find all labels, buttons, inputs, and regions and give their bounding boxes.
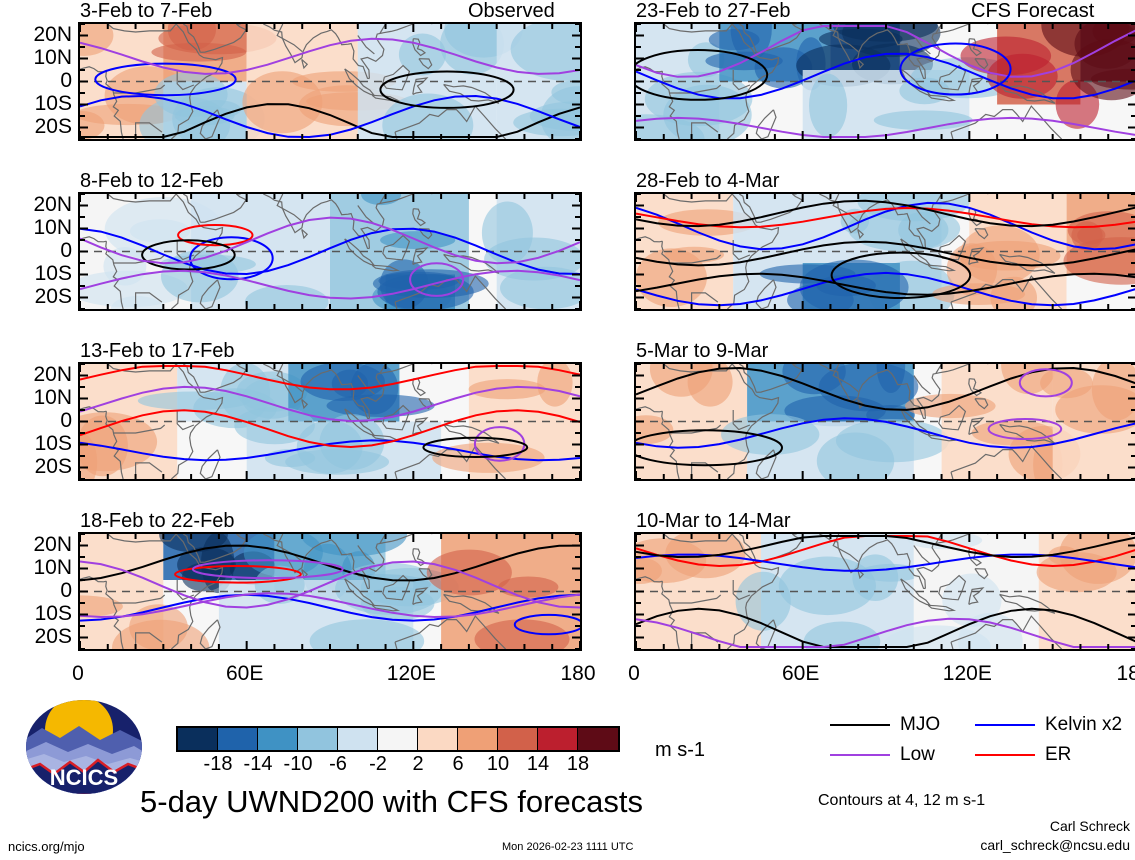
legend-item-low: Low (830, 745, 935, 764)
x-tick-label: 60E (781, 662, 820, 685)
y-tick-label: 0 (60, 408, 72, 432)
legend-line-swatch (975, 753, 1035, 756)
x-tick-label: 120E (386, 662, 436, 685)
colorbar-swatch (378, 728, 418, 750)
y-tick-label: 20S (34, 624, 72, 648)
main-title: 5-day UWND200 with CFS forecasts (140, 784, 644, 819)
colorbar-swatch (258, 728, 298, 750)
map-plot-area[interactable] (78, 362, 582, 481)
colorbar-tick-label: -6 (329, 753, 347, 775)
y-tick-label: 10S (34, 601, 72, 625)
site-link[interactable]: ncics.org/mjo (8, 839, 85, 854)
colorbar-tick-label: 14 (526, 753, 550, 775)
y-tick-label: 10N (33, 45, 72, 69)
timestamp: Mon 2026-02-23 1111 UTC (502, 841, 634, 853)
y-tick-label: 10N (33, 385, 72, 409)
y-tick-label: 10S (34, 431, 72, 455)
panel-title: 28-Feb to 4-Mar (636, 170, 780, 192)
colorbar-swatch (418, 728, 458, 750)
y-tick-label: 10S (34, 261, 72, 285)
y-tick-label: 20N (33, 532, 72, 556)
colorbar-tick-label: -14 (243, 753, 273, 775)
x-tick-label: 180 (1116, 662, 1135, 685)
legend-item-kelvin-x2: Kelvin x2 (975, 715, 1122, 734)
column-label-forecast: CFS Forecast (971, 0, 1095, 22)
y-tick-label: 0 (60, 578, 72, 602)
y-tick-label: 0 (60, 68, 72, 92)
x-tick-label: 60E (225, 662, 264, 685)
legend-item-mjo: MJO (830, 715, 940, 734)
x-tick-label: 120E (942, 662, 992, 685)
contour-note: Contours at 4, 12 m s-1 (818, 792, 986, 809)
map-plot-area[interactable] (78, 22, 582, 141)
map-plot-area[interactable] (78, 532, 582, 651)
legend-line-swatch (975, 723, 1035, 726)
x-tick-label: 0 (628, 662, 640, 685)
logo-text: NCICS (50, 765, 118, 790)
map-plot-area[interactable] (634, 362, 1135, 481)
legend-label: MJO (900, 714, 941, 735)
legend-line-swatch (830, 753, 890, 756)
colorbar-swatch (178, 728, 218, 750)
y-tick-label: 10S (34, 91, 72, 115)
map-plot-area[interactable] (634, 532, 1135, 651)
colorbar-swatch (578, 728, 618, 750)
y-tick-label: 20S (34, 284, 72, 308)
colorbar (176, 726, 620, 752)
colorbar-swatch (338, 728, 378, 750)
colorbar-tick-label: -18 (203, 753, 233, 775)
colorbar-swatch (498, 728, 538, 750)
y-tick-label: 0 (60, 238, 72, 262)
panel-title: 3-Feb to 7-Feb (80, 0, 213, 22)
y-tick-label: 20S (34, 114, 72, 138)
panel-title: 23-Feb to 27-Feb (636, 0, 791, 22)
colorbar-unit-label: m s-1 (655, 739, 705, 761)
colorbar-tick-label: 10 (486, 753, 510, 775)
y-tick-label: 20N (33, 192, 72, 216)
x-tick-label: 0 (72, 662, 84, 685)
colorbar-swatch (538, 728, 578, 750)
y-tick-label: 10N (33, 555, 72, 579)
x-tick-label: 180 (560, 662, 596, 685)
map-plot-area[interactable] (634, 192, 1135, 311)
colorbar-tick-label: 18 (566, 753, 590, 775)
colorbar-swatch (218, 728, 258, 750)
column-label-observed: Observed (468, 0, 555, 22)
map-plot-area[interactable] (634, 22, 1135, 141)
y-tick-label: 20N (33, 362, 72, 386)
ncics-logo: NCICS (24, 700, 144, 795)
panel-title: 10-Mar to 14-Mar (636, 510, 791, 532)
panel-title: 13-Feb to 17-Feb (80, 340, 235, 362)
author-name: Carl Schreck (1049, 818, 1130, 834)
legend-line-swatch (830, 723, 890, 726)
panel-title: 8-Feb to 12-Feb (80, 170, 224, 192)
colorbar-tick-label: 6 (452, 753, 464, 775)
legend-label: ER (1045, 744, 1072, 765)
y-tick-label: 20S (34, 454, 72, 478)
y-tick-label: 20N (33, 22, 72, 46)
colorbar-tick-label: -10 (283, 753, 313, 775)
panel-title: 18-Feb to 22-Feb (80, 510, 235, 532)
legend-label: Kelvin x2 (1045, 714, 1123, 735)
colorbar-tick-label: 2 (412, 753, 424, 775)
y-tick-label: 10N (33, 215, 72, 239)
map-plot-area[interactable] (78, 192, 582, 311)
colorbar-tick-label: -2 (369, 753, 387, 775)
colorbar-swatch (458, 728, 498, 750)
author-email: carl_schreck@ncsu.edu (980, 837, 1130, 853)
panel-title: 5-Mar to 9-Mar (636, 340, 769, 362)
colorbar-swatch (298, 728, 338, 750)
legend-label: Low (900, 744, 935, 765)
legend-item-er: ER (975, 745, 1071, 764)
